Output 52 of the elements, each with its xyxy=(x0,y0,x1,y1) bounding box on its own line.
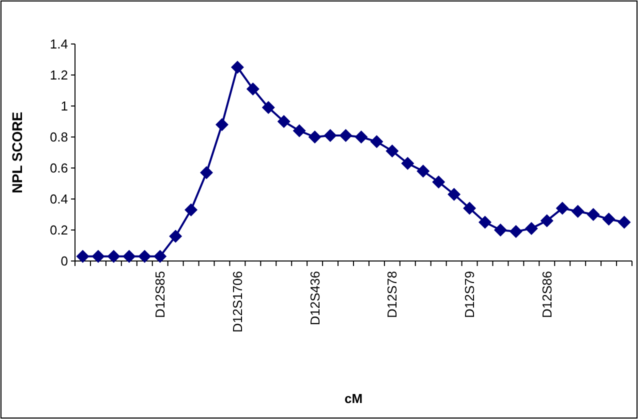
y-tick-label: 1.4 xyxy=(50,36,68,52)
point xyxy=(122,250,136,263)
point xyxy=(169,230,182,243)
point xyxy=(246,82,260,96)
point xyxy=(308,130,322,144)
point xyxy=(494,224,507,236)
point xyxy=(324,128,337,142)
point xyxy=(215,118,228,132)
point xyxy=(478,216,492,229)
x-tick-label: D12S86 xyxy=(539,271,554,318)
x-tick-label: D12S1706 xyxy=(230,271,246,332)
y-tick-label: 0.8 xyxy=(50,130,68,145)
point xyxy=(230,60,244,74)
point xyxy=(586,208,600,221)
point xyxy=(262,101,275,114)
y-tick-label: 0.2 xyxy=(50,222,68,238)
x-axis-title: cM xyxy=(344,391,363,406)
point xyxy=(540,214,554,228)
y-tick-label: 0.4 xyxy=(50,192,68,207)
point xyxy=(354,130,368,144)
point xyxy=(401,156,414,170)
point xyxy=(386,144,399,158)
point xyxy=(339,128,352,142)
point xyxy=(292,124,306,138)
point xyxy=(92,250,105,263)
y-tick-label: 1.2 xyxy=(50,68,68,83)
y-axis-title: NPL SCORE xyxy=(9,112,25,194)
point xyxy=(618,216,631,229)
point xyxy=(277,115,290,128)
y-tick-label: 0.6 xyxy=(50,160,68,176)
x-tick-label: D12S78 xyxy=(384,271,400,318)
point xyxy=(571,204,584,218)
point xyxy=(200,166,214,180)
x-tick-label: D12S436 xyxy=(307,271,322,326)
point xyxy=(524,222,538,235)
point xyxy=(370,135,384,148)
point xyxy=(76,250,90,263)
point xyxy=(602,212,616,226)
x-tick-label: D12S85 xyxy=(152,271,168,318)
point xyxy=(154,250,167,263)
point xyxy=(184,203,198,216)
y-tick-label: 0 xyxy=(60,254,68,269)
x-tick-label: D12S79 xyxy=(462,271,478,318)
point xyxy=(107,250,120,263)
y-tick-label: 1 xyxy=(60,98,68,114)
point xyxy=(463,202,476,215)
point xyxy=(556,202,569,215)
point xyxy=(416,164,430,178)
point xyxy=(509,225,522,238)
point xyxy=(448,188,461,201)
point xyxy=(138,250,152,263)
point xyxy=(432,175,446,188)
